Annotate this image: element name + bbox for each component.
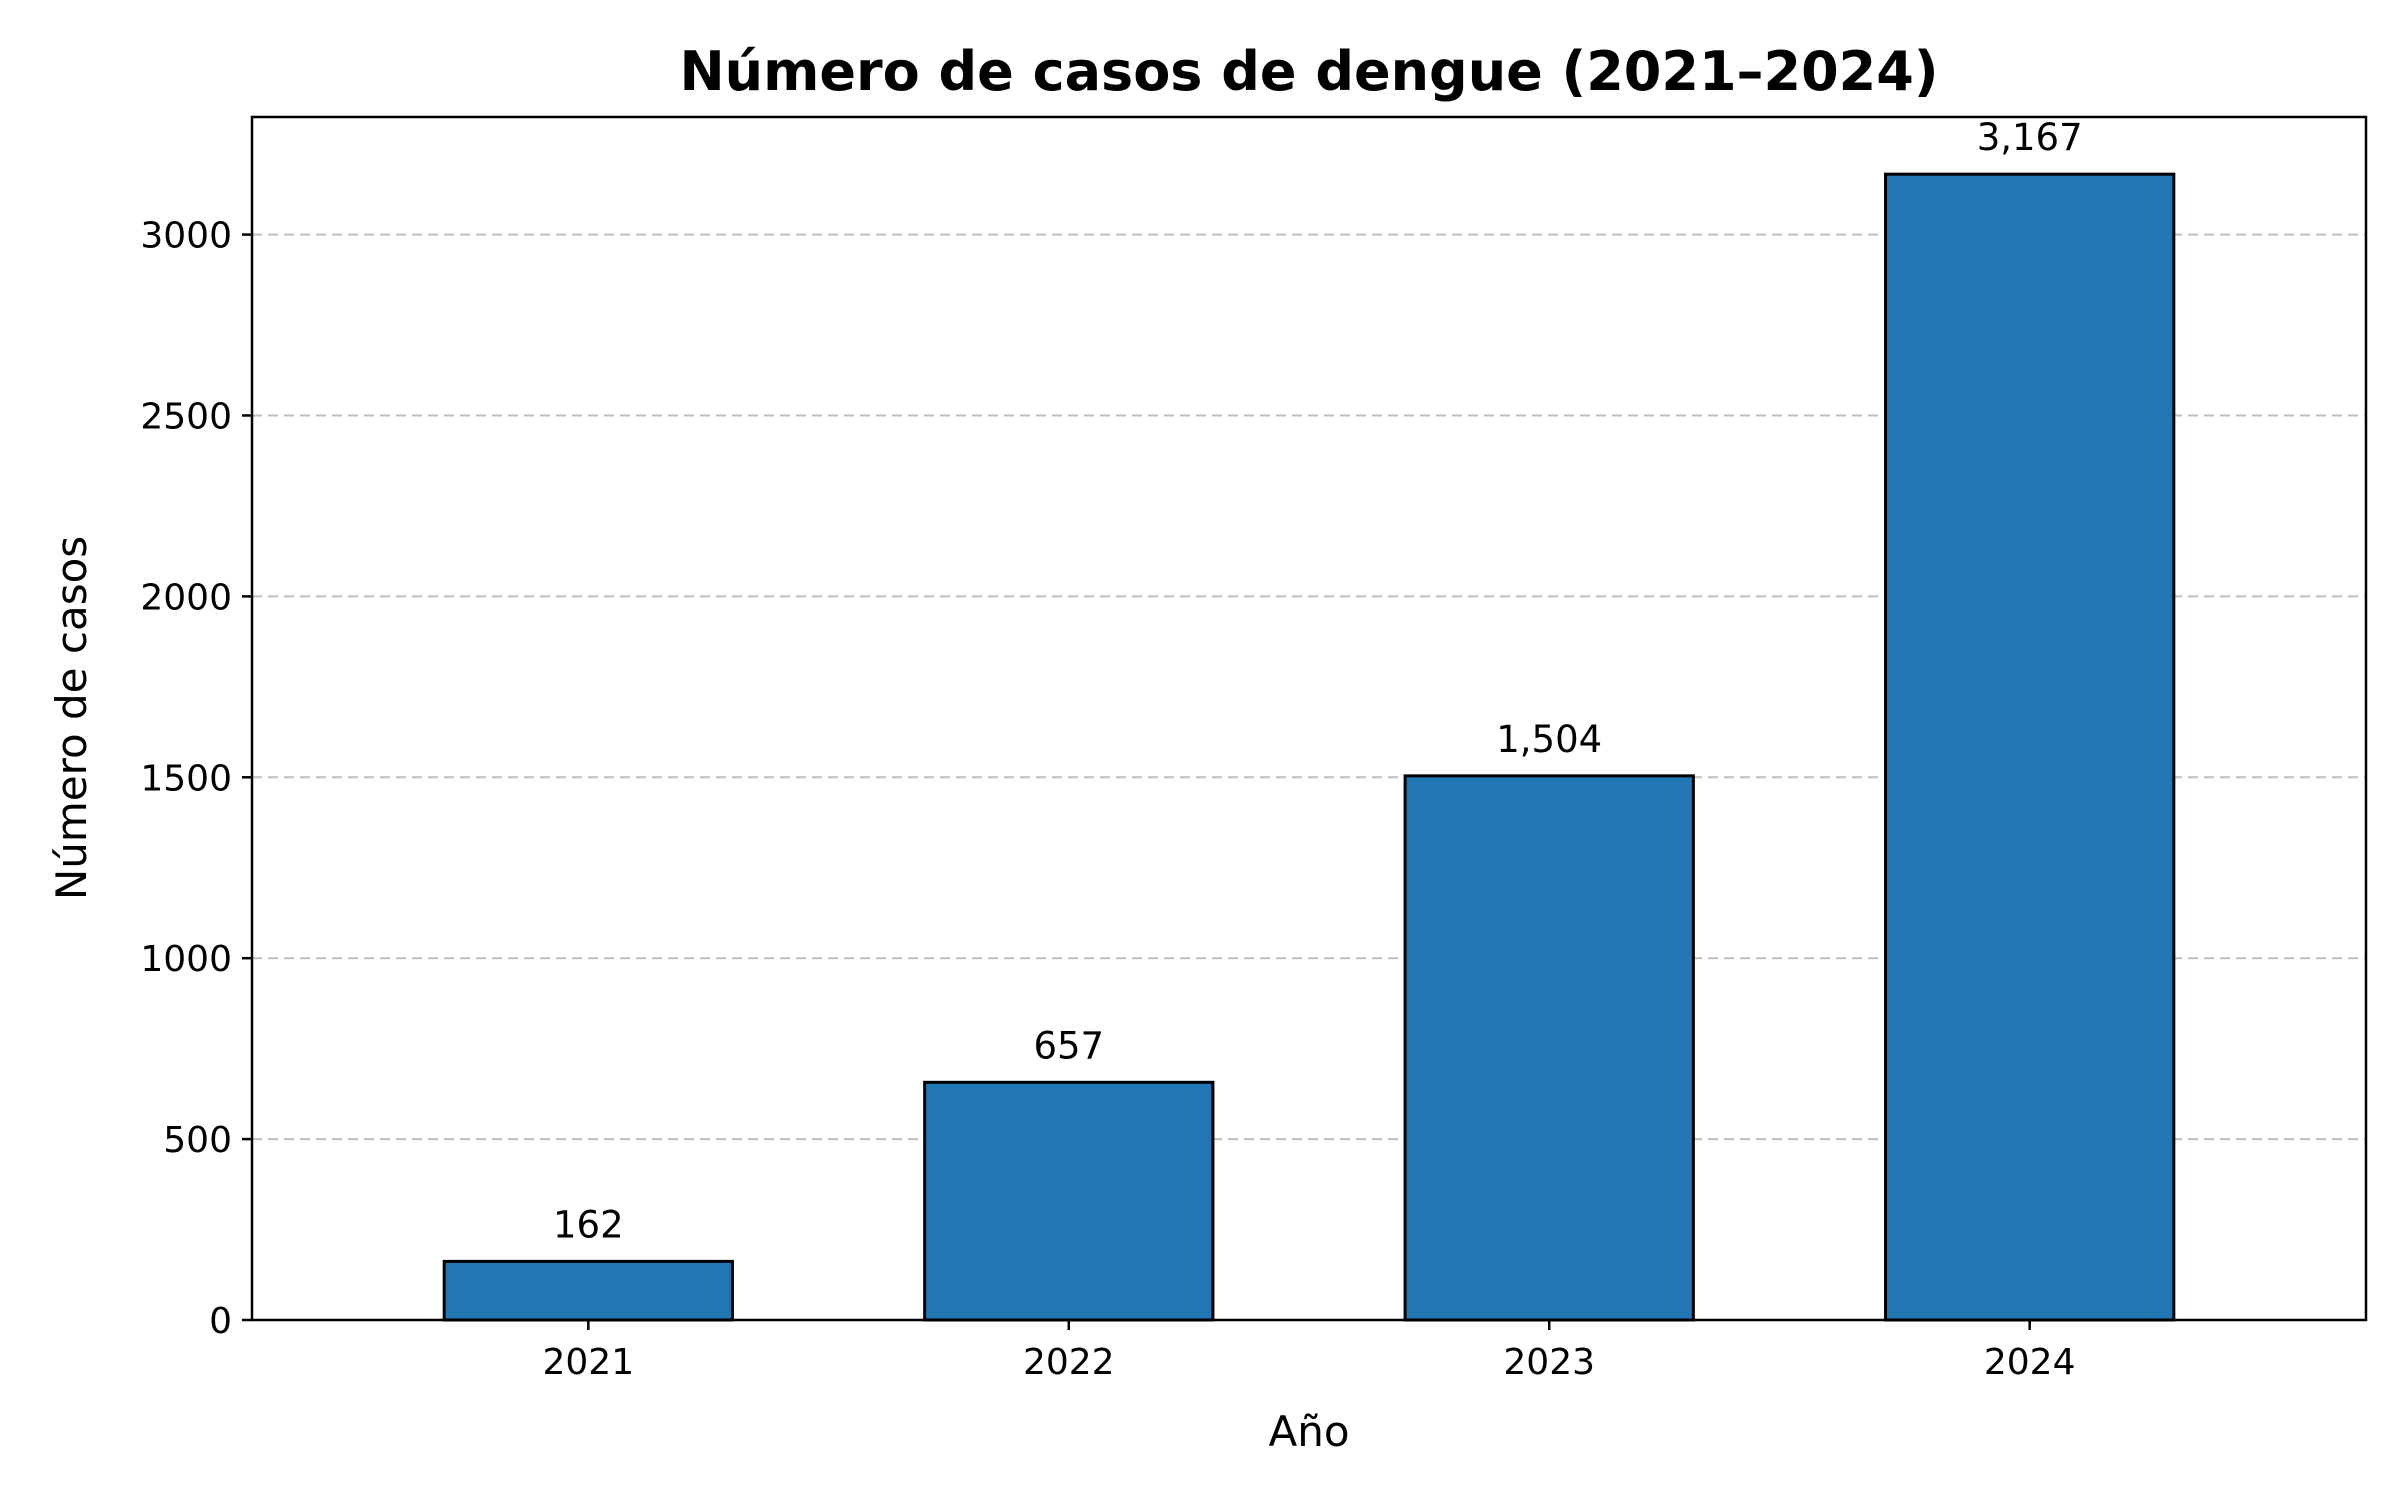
y-tick-label-2000: 2000 [140,577,232,618]
bars [442,172,2176,1322]
bar-2024 [1884,172,2176,1322]
bar-2021 [442,1259,734,1322]
data-label-2024: 3,167 [1977,116,2083,159]
x-tick-label-2023: 2023 [1503,1342,1595,1383]
chart-title: Número de casos de dengue (2021–2024) [679,40,1938,103]
y-tick-label-0: 0 [209,1301,232,1342]
bar-2022 [923,1080,1215,1322]
plot-frame [250,115,2368,1322]
y-axis-label: Número de casos [47,536,96,900]
y-tick-label-1500: 1500 [140,758,232,799]
x-tick-label-2024: 2024 [1984,1342,2076,1383]
axes: 0 500 1000 1500 2000 2500 3000 2021 2022 2023 2024 [140,115,2368,1383]
data-label-2023: 1,504 [1496,718,1602,761]
data-label-2022: 657 [1033,1024,1104,1067]
y-tick-label-2500: 2500 [140,396,232,437]
y-tick-label-500: 500 [163,1120,232,1161]
bar-2023 [1403,774,1695,1322]
y-tick-label-1000: 1000 [140,939,232,980]
data-label-2021: 162 [553,1203,624,1246]
x-tick-label-2021: 2021 [543,1342,635,1383]
bar-value-labels: 162 657 1,504 3,167 [553,116,2083,1246]
x-tick-label-2022: 2022 [1023,1342,1115,1383]
x-axis-label: Año [1268,1407,1349,1456]
y-tick-label-3000: 3000 [140,216,232,257]
